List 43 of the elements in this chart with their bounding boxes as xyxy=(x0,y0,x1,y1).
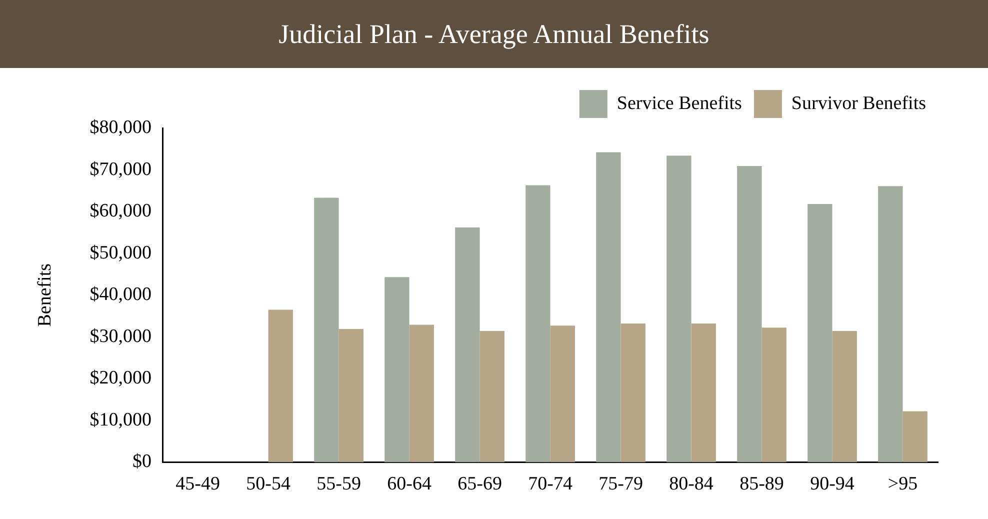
legend-label: Service Benefits xyxy=(616,92,742,114)
y-tick-label: $40,000 xyxy=(90,284,152,306)
y-tick-label: $50,000 xyxy=(90,242,152,264)
bar xyxy=(762,328,786,462)
y-tick-label: $60,000 xyxy=(90,200,152,222)
y-tick-label: $0 xyxy=(132,451,152,472)
bar xyxy=(268,310,293,462)
bar xyxy=(878,186,903,462)
bar xyxy=(550,326,575,462)
y-tick-label: $70,000 xyxy=(90,158,152,180)
x-tick-label: 70-74 xyxy=(528,474,573,495)
bar xyxy=(409,324,434,462)
x-tick-label: 50-54 xyxy=(246,474,291,495)
legend-label: Survivor Benefits xyxy=(791,92,926,114)
x-tick-label: 85-89 xyxy=(740,474,784,495)
bar xyxy=(596,152,621,462)
y-tick-label: $80,000 xyxy=(90,116,152,138)
bar xyxy=(902,411,928,462)
x-tick-label: >95 xyxy=(888,474,918,495)
y-tick-label: $10,000 xyxy=(90,409,152,430)
x-tick-label: 90-94 xyxy=(810,474,855,495)
bar xyxy=(620,324,646,462)
bar xyxy=(737,166,762,462)
bar xyxy=(832,331,857,462)
x-tick-label: 80-84 xyxy=(669,474,714,495)
y-axis-title: Benefits xyxy=(34,263,56,327)
x-tick-label: 65-69 xyxy=(458,474,502,495)
bar xyxy=(338,328,364,462)
x-tick-label: 45-49 xyxy=(176,474,220,495)
bar xyxy=(808,204,832,462)
bar xyxy=(526,185,550,462)
bar xyxy=(691,324,716,462)
bar xyxy=(455,227,480,462)
y-tick-label: $20,000 xyxy=(90,368,152,389)
x-tick-label: 55-59 xyxy=(316,474,361,495)
bar xyxy=(384,277,410,462)
y-tick-label: $30,000 xyxy=(90,326,152,347)
bar xyxy=(480,331,504,462)
x-tick-label: 75-79 xyxy=(598,474,643,495)
x-tick-label: 60-64 xyxy=(387,474,432,495)
bar xyxy=(314,198,339,462)
chart-title: Judicial Plan - Average Annual Benefits xyxy=(0,0,988,68)
bar xyxy=(666,156,692,462)
